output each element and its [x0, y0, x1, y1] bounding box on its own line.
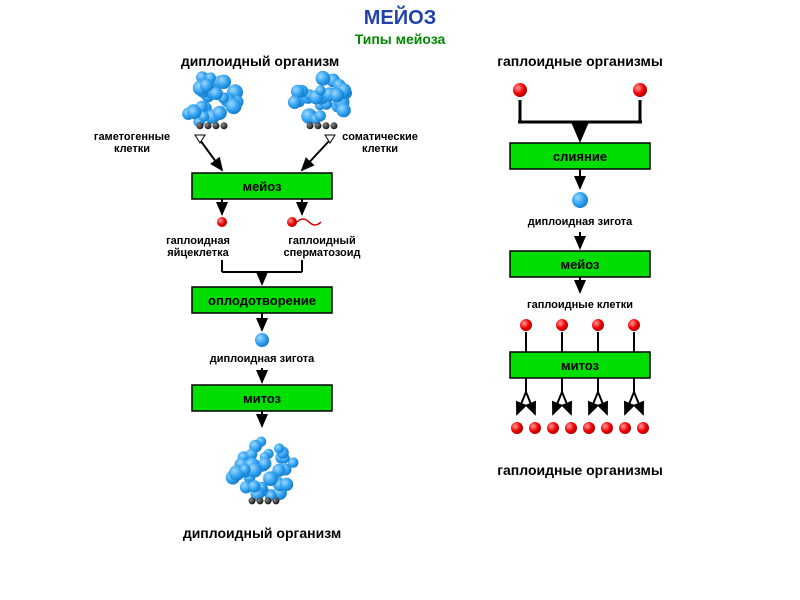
label-left-result: диплоидный организм [183, 525, 341, 541]
left-panel: диплоидный организм гаметогенныеклетки с… [94, 53, 418, 541]
box-fertilization: оплодотворение [192, 287, 332, 313]
svg-text:мейоз: мейоз [560, 257, 600, 272]
label-zygote-left: диплоидная зигота [210, 353, 315, 365]
label-haploid-cells: гаплоидные клетки [527, 299, 633, 311]
label-somatic: соматическиеклетки [342, 131, 418, 155]
box-left-meiosis: мейоз [192, 173, 332, 199]
mitosis-splits [517, 378, 643, 414]
right-panel: гаплоидные организмы слияние диплоидная … [497, 53, 663, 478]
box-right-meiosis: мейоз [510, 251, 650, 277]
left-header: диплоидный организм [181, 53, 339, 69]
box-right-mitosis: митоз [510, 352, 650, 378]
sperm-icon [287, 217, 321, 227]
box-left-mitosis: митоз [192, 385, 332, 411]
haploid-cell-2 [633, 83, 647, 97]
svg-text:слияние: слияние [553, 149, 607, 164]
subtitle: Типы мейоза [355, 31, 446, 47]
svg-text:оплодотворение: оплодотворение [208, 293, 316, 308]
box-fusion: слияние [510, 143, 650, 169]
label-right-result: гаплоидные организмы [497, 462, 663, 478]
svg-text:митоз: митоз [561, 358, 600, 373]
zygote-left-icon [255, 333, 269, 347]
main-title: МЕЙОЗ [364, 5, 436, 29]
svg-text:мейоз: мейоз [242, 179, 282, 194]
egg-icon [217, 217, 227, 227]
haploid-4-cells [520, 319, 640, 331]
right-header: гаплоидные организмы [497, 53, 663, 69]
left-cluster-1 [182, 71, 243, 129]
meiosis-diagram: МЕЙОЗ Типы мейоза диплоидный организм га… [0, 0, 800, 600]
label-sperm: гаплоидныйсперматозоид [283, 235, 360, 259]
label-egg: гаплоиднаяяйцеклетка [166, 235, 230, 259]
haploid-cell-1 [513, 83, 527, 97]
left-result-cluster [226, 437, 299, 505]
left-cluster-2 [288, 71, 352, 129]
haploid-8-cells [511, 422, 649, 434]
zygote-right-icon [572, 192, 588, 208]
label-gametogenic: гаметогенныеклетки [94, 131, 170, 155]
svg-text:митоз: митоз [243, 391, 282, 406]
label-zygote-right: диплоидная зигота [528, 216, 633, 228]
